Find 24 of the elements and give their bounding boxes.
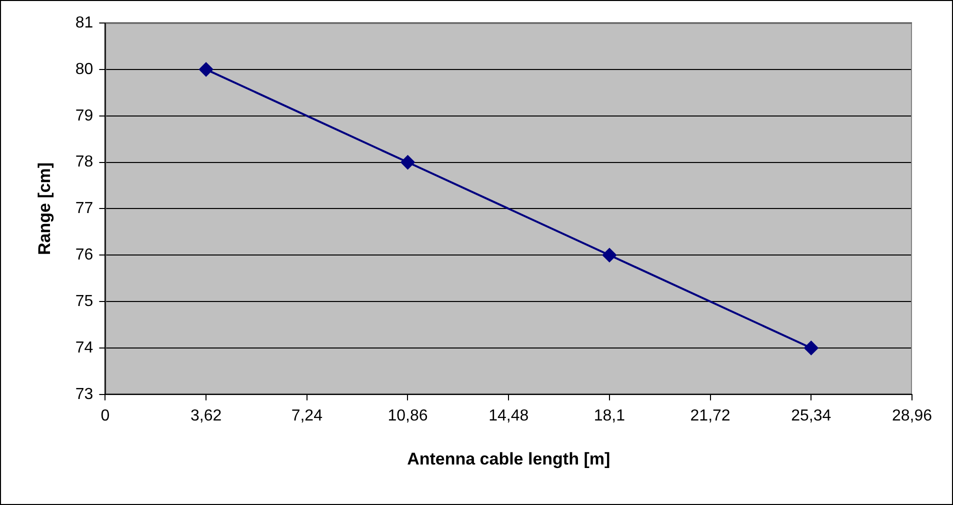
y-tick-label: 75 (75, 292, 94, 310)
point (602, 248, 616, 262)
point (199, 62, 214, 76)
x-tick-label: 14,48 (488, 407, 529, 424)
y-tick-label: 76 (75, 246, 94, 264)
x-tick-label: 0 (100, 407, 110, 424)
x-tick-label: 25,34 (791, 407, 832, 424)
y-tick-label: 81 (75, 14, 94, 32)
y-tick-label: 79 (75, 107, 94, 124)
y-tick-label: 78 (75, 154, 94, 171)
x-tick-label: 10,86 (388, 407, 428, 424)
x-tick-label: 7,24 (291, 407, 323, 424)
x-tick-label: 21,72 (690, 407, 730, 424)
y-tick-label: 80 (75, 60, 94, 78)
y-tick-label: 73 (75, 386, 94, 403)
x-tick-label: 3,62 (190, 407, 222, 424)
y-axis-title: Range [cm] (34, 162, 54, 255)
x-axis-title: Antenna cable length [m] (407, 449, 610, 468)
x-tick-label: 28,96 (892, 407, 932, 424)
point (804, 340, 818, 355)
point (400, 155, 415, 170)
y-tick-label: 77 (75, 200, 94, 218)
y-tick-label: 74 (75, 339, 94, 356)
x-tick-label: 18,1 (594, 407, 626, 424)
